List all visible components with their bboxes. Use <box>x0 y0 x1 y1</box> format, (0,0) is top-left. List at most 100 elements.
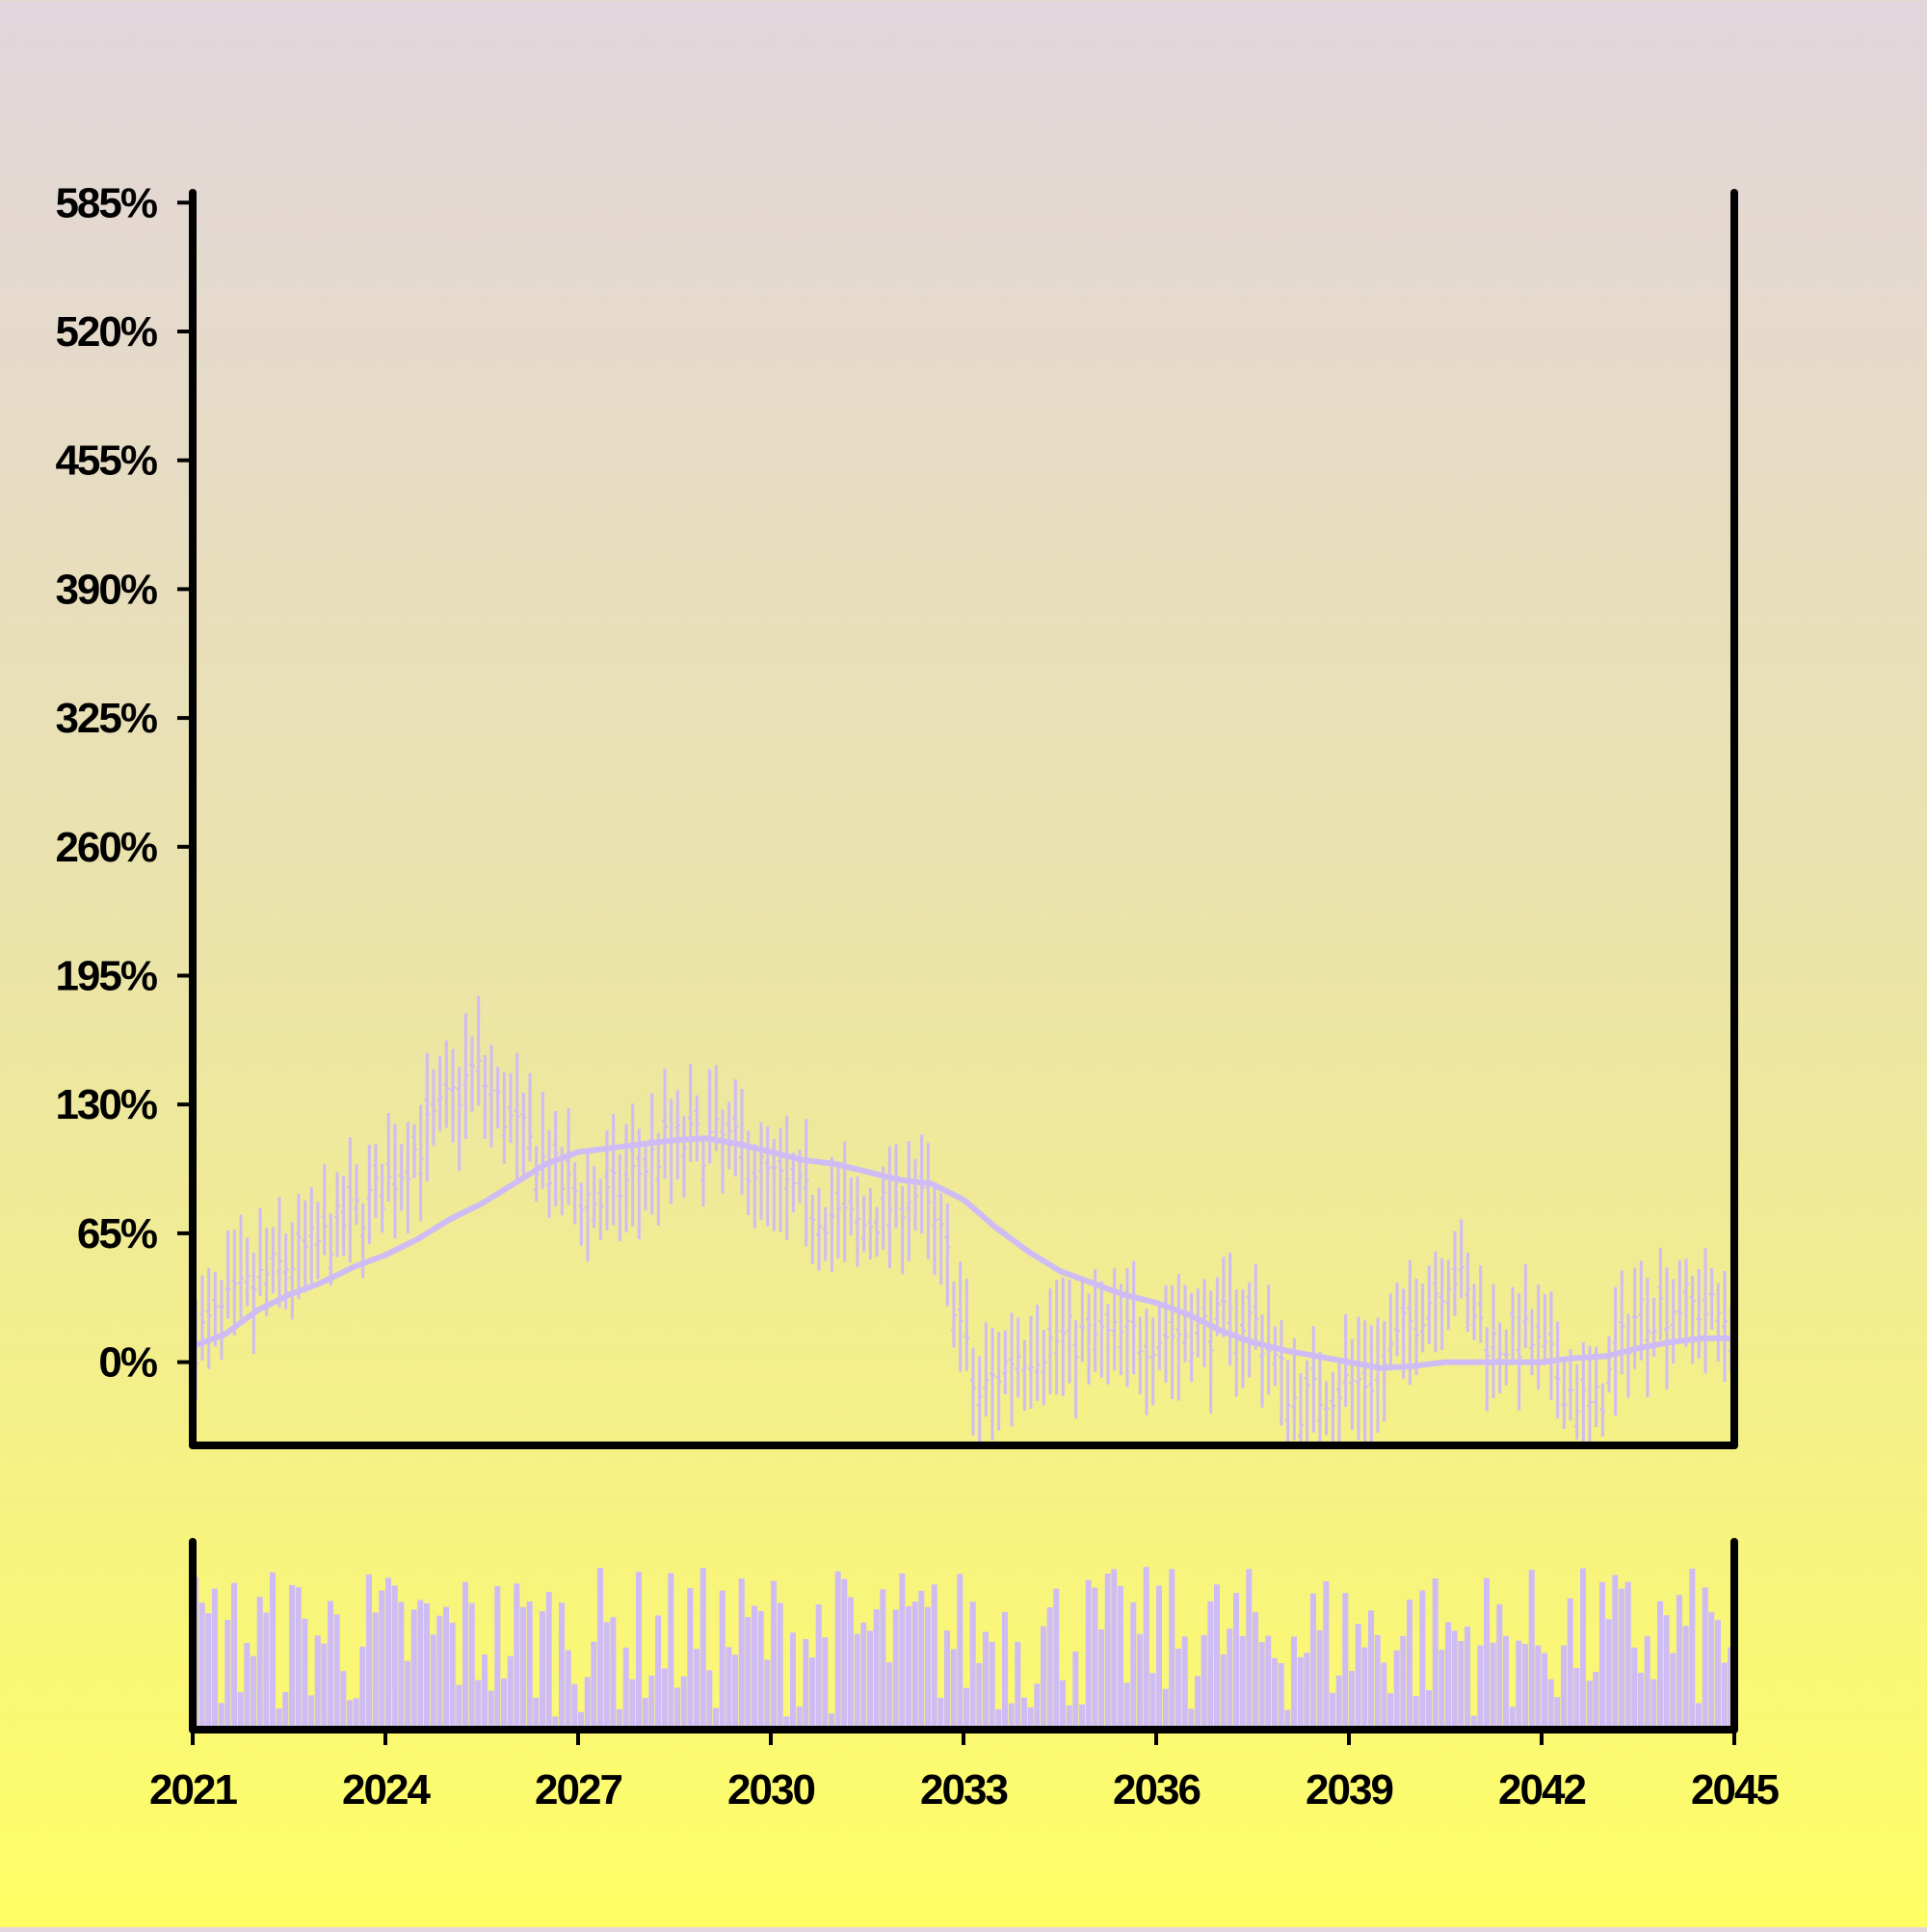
volume-bar <box>1188 1708 1195 1730</box>
volume-bar <box>1060 1680 1066 1730</box>
volume-bar <box>1412 1696 1419 1730</box>
volume-bar <box>359 1646 366 1730</box>
volume-bar <box>1323 1581 1330 1730</box>
volume-bar <box>1220 1654 1227 1730</box>
volume-bar <box>1169 1569 1175 1730</box>
volume-bar <box>841 1578 848 1730</box>
volume-bar <box>1516 1640 1522 1730</box>
volume-bar <box>1708 1612 1715 1730</box>
volume-bar <box>1297 1656 1304 1730</box>
volume-bar <box>860 1622 867 1730</box>
volume-bar <box>398 1601 405 1730</box>
volume-bar <box>314 1635 321 1730</box>
volume-bar <box>514 1583 520 1730</box>
volume-bar <box>1041 1626 1046 1730</box>
volume-bar <box>545 1592 552 1730</box>
volume-bar <box>1407 1600 1412 1730</box>
volume-bar <box>1335 1675 1342 1730</box>
volume-bar <box>757 1610 764 1730</box>
volume-bar <box>1195 1676 1201 1730</box>
volume-bar <box>1342 1593 1349 1730</box>
volume-bar <box>533 1697 540 1730</box>
volume-bar <box>1605 1619 1612 1730</box>
y-tick-label: 455% <box>55 437 156 485</box>
volume-bar <box>1509 1707 1516 1730</box>
volume-bar <box>1104 1574 1111 1730</box>
volume-bar <box>1682 1626 1689 1730</box>
moving-average-layer <box>190 1135 1734 1371</box>
volume-bar <box>289 1584 295 1730</box>
volume-bar <box>1098 1629 1104 1730</box>
volume-bar <box>520 1606 526 1730</box>
x-tick-label: 2024 <box>342 1766 431 1813</box>
volume-bar <box>622 1647 629 1730</box>
volume-bar <box>212 1588 218 1730</box>
volume-bar <box>1567 1598 1573 1730</box>
volume-bar <box>449 1623 456 1730</box>
volume-bar <box>1201 1634 1207 1730</box>
volume-bar <box>892 1609 899 1730</box>
volume-bar <box>417 1600 424 1730</box>
volume-bar <box>263 1612 270 1730</box>
volume-bar <box>1593 1672 1599 1730</box>
volume-bar <box>1522 1644 1528 1730</box>
y-tick-label: 390% <box>55 566 156 613</box>
volume-bar <box>636 1572 642 1730</box>
volume-bar <box>1066 1705 1072 1730</box>
volume-bar <box>347 1700 353 1730</box>
volume-bar <box>1490 1642 1496 1730</box>
volume-bar <box>231 1582 237 1730</box>
volume-bar <box>694 1649 700 1730</box>
volume-bar <box>648 1675 655 1730</box>
volume-bar <box>822 1637 829 1730</box>
volume-bar <box>1387 1693 1393 1730</box>
volume-bar <box>1657 1601 1663 1730</box>
volume-bar <box>1227 1628 1233 1730</box>
volume-bar <box>867 1630 873 1730</box>
axes-layer <box>189 189 1738 1734</box>
volume-bar <box>578 1711 584 1730</box>
volume-bar <box>931 1584 937 1730</box>
volume-bar <box>1542 1653 1547 1730</box>
volume-bar <box>771 1580 777 1730</box>
volume-bar <box>1554 1697 1561 1730</box>
volume-bar <box>1046 1607 1053 1730</box>
volume-bar <box>456 1684 462 1730</box>
volume-bar <box>333 1614 340 1730</box>
volume-bar <box>854 1633 860 1730</box>
volume-bar <box>1644 1636 1650 1730</box>
volume-bar <box>1374 1634 1381 1730</box>
volume-bar <box>1175 1648 1181 1730</box>
volume-bar <box>1496 1603 1503 1730</box>
volume-bar <box>777 1602 783 1730</box>
volume-bar <box>1426 1690 1432 1730</box>
volume-bar <box>680 1676 687 1730</box>
y-tick-label: 520% <box>55 308 156 356</box>
volume-bar <box>1316 1629 1323 1730</box>
volume-bar <box>224 1620 231 1730</box>
volume-bar <box>815 1604 822 1730</box>
volume-bar <box>1330 1692 1335 1730</box>
volume-bar <box>925 1606 931 1730</box>
volume-bar <box>732 1654 738 1730</box>
volume-bar <box>1638 1672 1644 1730</box>
volume-bar <box>957 1574 964 1730</box>
volume-bar <box>302 1618 308 1730</box>
volume-bar <box>488 1690 494 1730</box>
x-tick-label: 2030 <box>727 1766 814 1813</box>
volume-bar <box>937 1698 944 1730</box>
volume-bar <box>1393 1650 1400 1730</box>
volume-bar <box>1580 1568 1586 1730</box>
volume-bar <box>886 1662 892 1730</box>
x-tick-label: 2042 <box>1498 1766 1585 1813</box>
volume-bar <box>1284 1709 1291 1730</box>
volume-bar <box>340 1671 347 1730</box>
volume-bar <box>899 1574 906 1730</box>
volume-bar <box>462 1581 468 1730</box>
volume-bar <box>540 1611 545 1730</box>
volume-bar <box>726 1647 732 1730</box>
volume-bar <box>829 1713 834 1730</box>
volume-bar <box>1663 1615 1670 1730</box>
